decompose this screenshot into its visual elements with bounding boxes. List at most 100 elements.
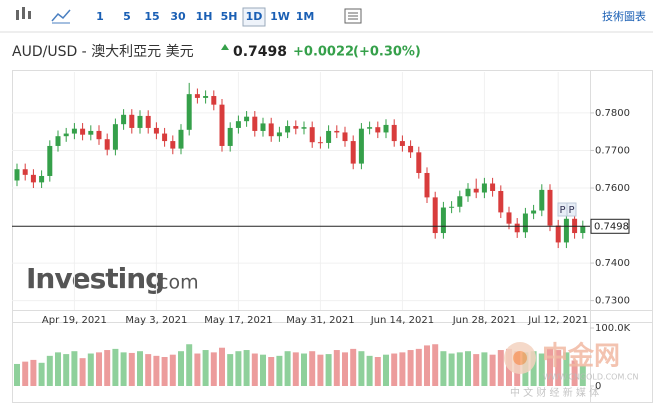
event-marker[interactable]: P	[559, 205, 565, 216]
interval-button[interactable]: 1W	[270, 10, 290, 23]
candle-body	[121, 114, 127, 125]
price-change-percent: (+0.30%)	[353, 45, 421, 60]
price-change: +0.0022	[293, 45, 354, 60]
line-icon[interactable]	[51, 9, 71, 22]
candle-body	[80, 128, 86, 135]
candle-body	[580, 226, 586, 234]
candle-body	[424, 172, 430, 198]
candle-body	[260, 123, 266, 131]
candle-body	[481, 183, 487, 193]
y-tick-label: 0.7700	[595, 145, 630, 156]
volume-bar	[178, 351, 184, 386]
volume-bar	[87, 353, 94, 386]
volume-bar	[128, 352, 135, 386]
table-icon[interactable]	[344, 8, 362, 24]
volume-bar	[415, 348, 422, 386]
event-marker-box[interactable]	[566, 202, 577, 217]
candle-body	[547, 189, 553, 226]
y-tick-label: 0.7600	[595, 183, 630, 194]
interval-button[interactable]: 1H	[196, 10, 213, 23]
interval-button[interactable]: 30	[170, 10, 186, 23]
volume-bar	[251, 353, 258, 386]
volume-bar	[432, 344, 439, 386]
volume-bar	[489, 354, 496, 386]
event-marker[interactable]: P	[568, 205, 574, 216]
candle-body	[563, 218, 569, 243]
volume-bar	[276, 355, 283, 386]
volume-bar	[22, 361, 29, 386]
candle-body	[498, 191, 504, 213]
candle-body	[383, 124, 389, 133]
candle-body	[96, 130, 102, 140]
volume-bar	[235, 351, 242, 386]
x-tick-label: Jun 14, 2021	[370, 315, 434, 326]
interval-button[interactable]: 15	[144, 10, 159, 23]
candle-body	[408, 145, 414, 153]
candle-body	[334, 130, 340, 133]
candle-body	[293, 126, 299, 129]
volume-bar	[30, 359, 37, 386]
watermark-url: WWW.CNGOLD.COM.CN	[543, 373, 638, 382]
candle-body	[367, 127, 373, 129]
candle-body	[309, 127, 315, 143]
logo-suffix: .com	[152, 272, 199, 294]
y-tick-label: 0.7300	[595, 296, 630, 307]
volume-bar	[309, 351, 316, 386]
interval-button[interactable]: 5H	[221, 10, 238, 23]
plot: 0.7800 0.7700 0.7600 0.7400 0.7300 Apr 19, 20…	[12, 72, 631, 392]
volume-bar	[448, 353, 455, 386]
candle-body	[440, 207, 446, 234]
tech-chart-link[interactable]: 技術圖表	[602, 9, 646, 23]
candle-body	[63, 133, 69, 137]
volume-bar	[456, 352, 463, 386]
volume-bar	[538, 353, 545, 386]
candle-body	[514, 223, 520, 233]
volume-bar	[481, 352, 488, 386]
candle-body	[22, 169, 28, 175]
watermark-logo-core	[513, 351, 527, 365]
candle-body	[104, 139, 110, 150]
volume-bar	[301, 353, 307, 386]
candle-body	[342, 132, 348, 142]
candle-body	[506, 212, 512, 224]
candle-body	[416, 152, 422, 173]
volume-bar	[333, 350, 340, 386]
candle-body	[539, 189, 545, 211]
volume-bar	[71, 351, 78, 386]
volume-bar	[137, 351, 143, 386]
interval-button[interactable]: 1D	[246, 10, 263, 23]
volume-bar	[399, 352, 406, 386]
candle-body	[432, 197, 438, 234]
volume-bar	[383, 354, 389, 386]
volume-bar	[530, 351, 537, 386]
watermark-tagline: 中 文 财 经 新 媒 体	[510, 386, 599, 399]
candle-body	[39, 175, 45, 183]
volume-bar	[440, 351, 447, 386]
active-interval-box	[242, 7, 266, 27]
watermark: 中金网 WWW.CNGOLD.COM.CN 中 文 财 经 新 媒 体	[504, 341, 638, 399]
volume-bar	[424, 345, 430, 386]
candle-body	[227, 127, 233, 146]
candle-body	[129, 114, 135, 128]
volume-bar	[14, 363, 20, 386]
candle-body	[203, 96, 209, 98]
candle-body	[178, 129, 184, 149]
last-price-label: 0.7498	[594, 221, 629, 232]
interval-button[interactable]: 1	[96, 10, 104, 23]
candle-body	[244, 116, 250, 122]
volume-bar	[555, 350, 562, 386]
candle-icon[interactable]	[16, 7, 31, 20]
interval-button[interactable]: 1M	[296, 10, 315, 23]
volume-bar	[161, 357, 168, 386]
candle-body	[449, 206, 455, 208]
volume-bar	[292, 352, 299, 386]
last-price-box	[590, 218, 630, 234]
volume-bar	[63, 354, 70, 386]
candle-body	[326, 130, 332, 143]
candle-body	[162, 133, 168, 142]
candle-body	[301, 127, 307, 129]
interval-button[interactable]: 5	[123, 10, 131, 23]
volume-bar	[169, 354, 176, 386]
volume-bar	[563, 352, 570, 386]
volume-bar	[366, 355, 373, 386]
